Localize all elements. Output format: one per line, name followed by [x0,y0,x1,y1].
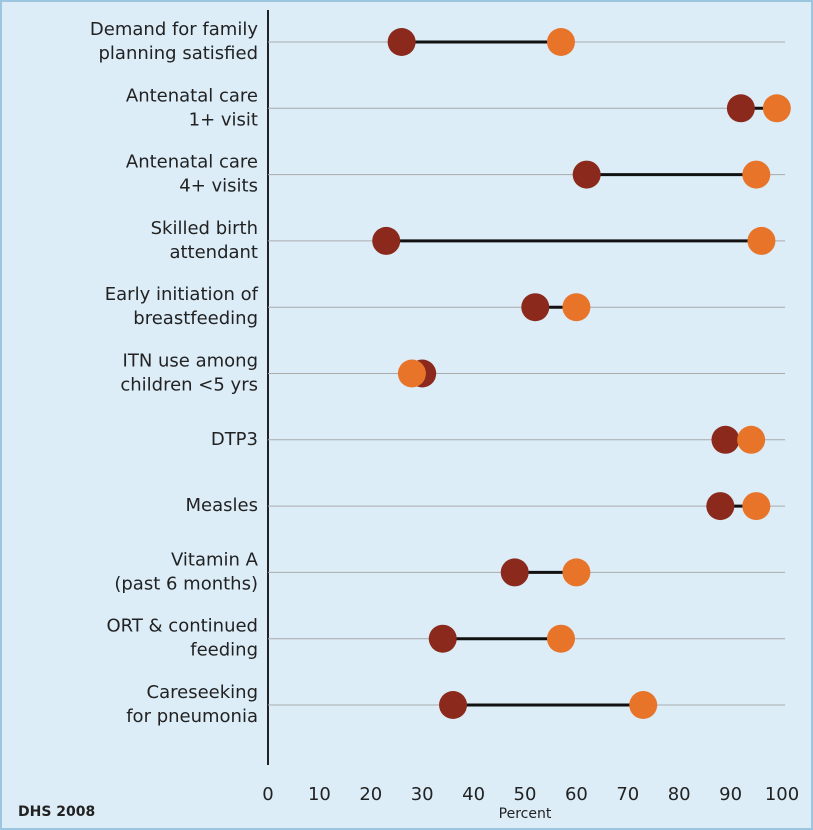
category-line: planning satisfied [98,43,258,64]
category-label: ITN use among children <5 yrs [120,351,258,396]
dot [737,425,766,454]
x-tick-label: 100 [765,784,799,805]
dot [439,691,468,719]
x-tick-label: 60 [565,784,588,805]
x-tick-label: 10 [308,784,331,805]
category-label: DTP3 [211,429,258,450]
dot [726,94,755,123]
category-line: (past 6 months) [114,573,258,594]
x-tick-label: 20 [359,784,382,805]
category-line: Antenatal care [126,152,258,173]
dot [428,624,457,653]
dot [562,558,591,587]
dot [562,293,591,322]
category-line: Vitamin A [171,549,259,570]
dot [546,28,575,56]
dot [711,425,740,454]
category-label: Measles [186,495,258,516]
category-label: ORT & continued feeding [106,616,258,661]
dot [387,28,416,56]
category-label: Demand for family planning satisfied [90,19,258,64]
category-line: DTP3 [211,429,258,450]
category-line: 1+ visit [189,109,258,130]
category-line: for pneumonia [126,706,258,727]
category-line: Measles [186,495,258,516]
category-label: Early initiation of breastfeeding [105,284,259,329]
category-line: Antenatal care [126,85,258,106]
x-tick-label: 50 [514,784,537,805]
category-label: Skilled birth attendant [151,218,258,263]
x-axis-label: Percent [499,806,552,822]
category-label: Vitamin A (past 6 months) [114,549,258,594]
dot [762,94,791,123]
category-line: attendant [169,242,258,263]
category-line: ORT & continued [106,616,258,637]
dot [747,226,776,255]
dot [546,624,575,653]
dot [742,492,771,521]
category-line: ITN use among [123,351,258,372]
category-line: breastfeeding [133,308,258,329]
category-line: Demand for family [90,19,258,40]
dot [397,359,426,388]
category-label: Antenatal care 4+ visits [126,152,258,197]
dot [572,160,601,189]
dot [372,226,401,255]
category-label: Antenatal care 1+ visit [126,85,258,130]
dot [500,558,529,587]
dot [629,691,658,719]
x-tick-label: 80 [668,784,691,805]
dot [706,492,735,521]
category-line: children <5 yrs [120,375,258,396]
category-line: feeding [190,640,258,661]
x-tick-label: 70 [616,784,639,805]
category-line: Careseeking [147,682,258,703]
category-label: Careseeking for pneumonia [126,682,258,727]
category-line: Skilled birth [151,218,258,239]
x-tick-label: 0 [262,784,273,805]
category-line: Early initiation of [105,284,259,305]
x-tick-label: 90 [719,784,742,805]
dot [742,160,771,189]
x-tick-label: 30 [411,784,434,805]
x-tick-label: 40 [462,784,485,805]
dot [521,293,550,322]
category-line: 4+ visits [179,176,258,197]
source: DHS 2008 [18,804,95,820]
